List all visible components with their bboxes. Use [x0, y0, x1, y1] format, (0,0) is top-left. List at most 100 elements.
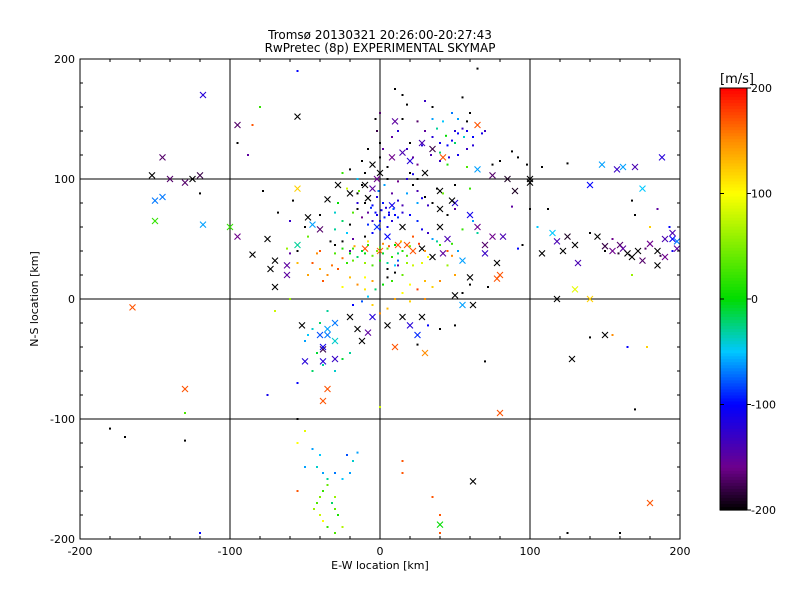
y-tick-label: 100 — [54, 173, 75, 186]
x-axis-label: E-W location [km] — [331, 559, 429, 572]
data-point-dot — [409, 245, 411, 248]
data-point-x-marker — [324, 196, 331, 203]
data-point-dot — [416, 190, 419, 192]
data-point-x-marker — [609, 247, 616, 255]
data-point-dot — [367, 223, 369, 226]
data-point-dot — [346, 454, 348, 456]
data-point-dot — [388, 211, 390, 214]
data-point-dot — [382, 283, 384, 286]
colorbar-band — [720, 362, 747, 366]
data-point-x-marker — [459, 301, 466, 309]
data-point-x-marker — [369, 313, 376, 321]
data-point-dot — [326, 274, 329, 276]
data-point-x-marker — [319, 343, 327, 351]
data-point-dot — [499, 160, 501, 162]
data-point-dot — [251, 124, 254, 126]
data-point-x-marker — [619, 163, 627, 171]
data-point-x-marker — [324, 325, 331, 333]
data-point-dot — [604, 250, 606, 252]
colorbar-band — [720, 100, 747, 104]
data-point-dot — [406, 178, 408, 180]
data-point-dot — [394, 264, 396, 267]
data-point-dot — [334, 211, 336, 214]
data-point-dot — [319, 496, 321, 498]
data-point-x-marker — [181, 179, 189, 186]
colorbar-band — [720, 262, 747, 267]
data-point-dot — [364, 202, 366, 204]
data-point-x-marker — [358, 337, 366, 345]
colorbar-band — [720, 130, 747, 134]
data-point-dot — [316, 352, 318, 354]
colorbar-band — [720, 413, 747, 418]
data-point-x-marker — [234, 233, 241, 240]
colorbar-band — [720, 329, 747, 333]
data-point-dot — [371, 304, 374, 306]
data-point-dot — [466, 166, 468, 168]
data-point-dot — [421, 197, 423, 200]
data-point-dot — [406, 254, 408, 257]
colorbar-band — [720, 434, 747, 439]
colorbar-band — [720, 455, 747, 460]
colorbar-band — [720, 109, 747, 113]
colorbar-band — [720, 407, 747, 412]
data-point-x-marker — [429, 253, 436, 261]
data-point-dot — [377, 190, 380, 192]
data-point-dot — [461, 127, 464, 130]
data-point-dot — [356, 256, 359, 258]
data-point-dot — [352, 460, 354, 462]
data-point-x-marker — [421, 169, 429, 177]
data-point-dot — [416, 343, 419, 346]
data-point-dot — [319, 268, 321, 270]
colorbar-band — [720, 115, 747, 119]
data-point-dot — [445, 134, 447, 137]
data-point-dot — [517, 247, 519, 250]
colorbar-band — [720, 187, 747, 192]
data-point-dot — [374, 288, 377, 291]
data-point-x-marker — [421, 349, 429, 357]
data-point-dot — [401, 211, 404, 214]
data-point-x-marker — [654, 262, 661, 269]
colorbar-band — [720, 359, 747, 363]
colorbar-band — [720, 175, 747, 180]
colorbar-band — [720, 271, 747, 276]
colorbar-band — [720, 338, 747, 342]
data-point-x-marker — [361, 181, 369, 189]
colorbar-band — [720, 344, 747, 348]
data-point-x-marker — [384, 322, 391, 329]
data-point-dot — [379, 246, 381, 249]
data-point-x-marker — [493, 259, 501, 267]
data-point-dot — [364, 172, 366, 174]
data-point-dot — [322, 364, 324, 366]
data-point-dot — [386, 178, 389, 180]
data-point-dot — [439, 514, 441, 516]
data-point-x-marker — [418, 139, 426, 147]
data-point-dot — [371, 232, 374, 234]
data-point-dot — [457, 132, 459, 135]
data-point-x-marker — [331, 355, 339, 363]
data-point-dot — [334, 496, 336, 498]
colorbar-band — [720, 238, 747, 243]
data-point-dot — [382, 202, 384, 204]
y-tick-label: 0 — [68, 293, 75, 306]
colorbar-band — [720, 410, 747, 415]
data-point-dot — [311, 448, 314, 450]
data-point-x-marker — [553, 295, 561, 303]
data-point-dot — [454, 184, 456, 186]
data-point-x-marker — [319, 397, 327, 405]
colorbar-band — [720, 326, 747, 330]
data-point-dot — [406, 192, 408, 195]
colorbar-band — [720, 392, 747, 397]
colorbar-band — [720, 440, 747, 445]
data-point-dot — [374, 118, 377, 120]
data-point-x-marker — [294, 241, 301, 249]
data-point-dot — [386, 226, 389, 228]
data-point-dot — [421, 228, 423, 231]
data-point-x-marker — [388, 154, 396, 161]
data-point-x-marker — [406, 322, 414, 329]
data-point-dot — [199, 532, 201, 534]
data-point-dot — [394, 244, 396, 246]
data-point-dot — [566, 532, 569, 534]
colorbar-band — [720, 232, 747, 237]
data-point-dot — [358, 190, 360, 192]
colorbar-unit-label: [m/s] — [720, 72, 754, 87]
